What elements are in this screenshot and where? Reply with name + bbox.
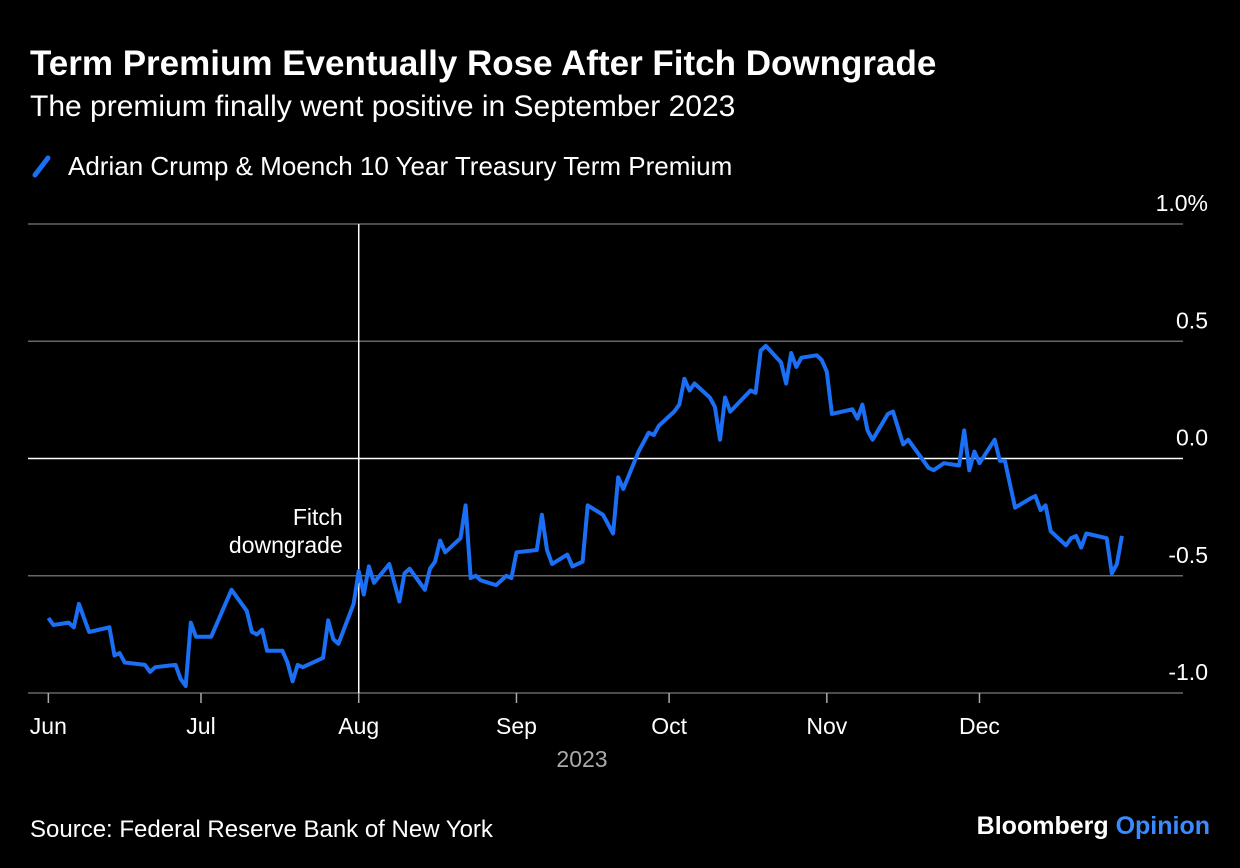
y-tick-label: 0.0	[1176, 425, 1208, 451]
x-tick-label: Sep	[496, 713, 537, 739]
x-tick-label: Dec	[959, 713, 1000, 739]
annotation-label: Fitch	[293, 504, 343, 530]
chart-title: Term Premium Eventually Rose After Fitch…	[30, 44, 936, 83]
x-tick-label: Oct	[651, 713, 687, 739]
brand: Bloomberg Opinion	[977, 812, 1210, 840]
chart-subtitle: The premium finally went positive in Sep…	[30, 90, 735, 123]
y-tick-label: -0.5	[1168, 542, 1208, 568]
x-tick-label: Jul	[186, 713, 215, 739]
y-tick-label: 1.0%	[1156, 190, 1208, 216]
source: Source: Federal Reserve Bank of New York	[30, 816, 494, 843]
x-tick-label: Aug	[338, 713, 379, 739]
annotation-label: downgrade	[229, 532, 343, 558]
y-tick-label: -1.0	[1168, 659, 1208, 685]
series-line	[46, 343, 1124, 688]
legend-swatch	[32, 155, 51, 178]
x-tick-label: Jun	[30, 713, 67, 739]
brand-name: Bloomberg	[977, 812, 1109, 840]
legend-label: Adrian Crump & Moench 10 Year Treasury T…	[68, 151, 732, 181]
x-tick-label: Nov	[806, 713, 847, 739]
brand-opinion: Opinion	[1116, 812, 1210, 840]
y-tick-label: 0.5	[1176, 307, 1208, 333]
x-axis-label: 2023	[556, 746, 607, 772]
